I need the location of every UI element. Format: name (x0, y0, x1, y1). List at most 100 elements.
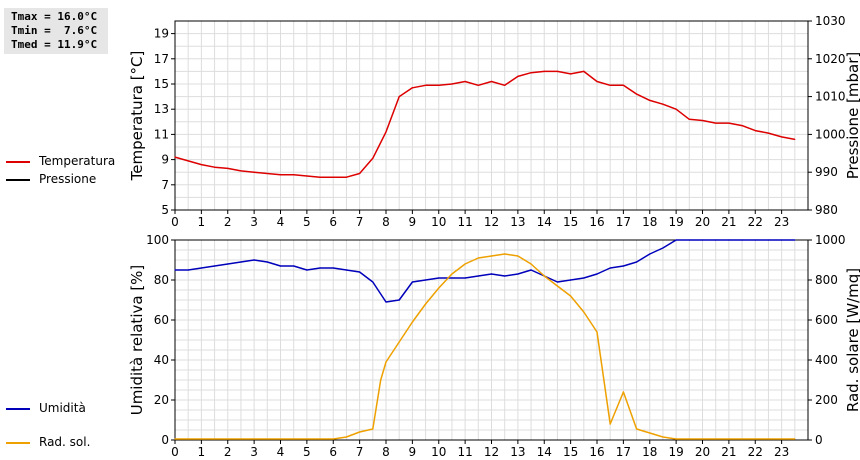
data-point (517, 75, 519, 78)
data-point (293, 174, 295, 176)
x-tick-label: 9 (409, 445, 417, 459)
x-tick-label: 15 (563, 215, 578, 229)
data-point (556, 281, 559, 283)
legend-swatch-temperatura (6, 161, 30, 163)
legend-swatch-umidita (6, 408, 30, 410)
data-point (359, 431, 361, 433)
data-point (451, 277, 453, 279)
data-point (464, 277, 466, 279)
data-point (662, 247, 664, 249)
y-axis-label: Temperatura [°C] (128, 51, 146, 182)
y-tick-label: 7 (161, 178, 169, 192)
x-tick-label: 11 (457, 445, 472, 459)
data-point (477, 84, 479, 86)
x-tick-label: 21 (721, 445, 736, 459)
data-point (570, 279, 572, 281)
y2-tick-label: 400 (815, 353, 838, 367)
y2-tick-label: 1000 (815, 233, 846, 247)
data-point (398, 299, 400, 301)
x-tick-label: 19 (668, 445, 683, 459)
x-tick-label: 5 (303, 215, 311, 229)
data-point (227, 438, 229, 440)
x-tick-label: 17 (616, 445, 631, 459)
data-point (306, 175, 308, 177)
data-point (596, 273, 598, 275)
y-tick-label: 100 (146, 233, 169, 247)
data-point (715, 239, 717, 241)
data-point (200, 438, 202, 440)
y2-tick-label: 1020 (815, 52, 846, 66)
x-tick-label: 23 (774, 215, 789, 229)
x-tick-label: 22 (748, 215, 763, 229)
data-point (332, 438, 334, 440)
y-tick-label: 60 (154, 313, 169, 327)
data-point (596, 80, 598, 83)
x-tick-label: 16 (589, 445, 604, 459)
data-point (385, 131, 387, 133)
data-point (741, 438, 743, 440)
data-point (622, 265, 624, 267)
data-point (345, 176, 348, 178)
x-tick-label: 12 (484, 215, 499, 229)
data-point (609, 423, 611, 425)
data-point (174, 156, 176, 158)
y-tick-label: 15 (154, 77, 169, 91)
data-point (279, 438, 282, 440)
x-tick-label: 1 (198, 445, 206, 459)
data-point (372, 157, 374, 159)
x-tick-label: 1 (198, 215, 206, 229)
data-point (174, 269, 176, 271)
data-point (781, 239, 783, 241)
data-point (424, 279, 427, 281)
y-axis-label: Umidità relativa [%] (128, 265, 146, 416)
y2-axis-label: Pressione [mbar] (844, 52, 860, 180)
data-point (570, 295, 572, 297)
data-point (200, 164, 202, 166)
data-point (424, 84, 427, 86)
data-point (649, 99, 651, 101)
data-point (583, 70, 585, 72)
legend-label-rad-sol: Rad. sol. (39, 435, 91, 449)
x-tick-label: 8 (382, 445, 390, 459)
data-point (728, 122, 730, 124)
data-point (451, 273, 453, 275)
x-tick-label: 3 (250, 445, 258, 459)
data-point (332, 176, 334, 178)
x-tick-label: 7 (356, 445, 364, 459)
data-point (767, 239, 770, 241)
data-point (701, 119, 704, 122)
legend-swatch-pressione (6, 179, 30, 181)
x-tick-label: 10 (431, 445, 446, 459)
data-point (767, 438, 770, 440)
data-point (715, 122, 717, 124)
data-point (556, 285, 559, 287)
x-tick-label: 5 (303, 445, 311, 459)
data-point (675, 239, 677, 241)
y-tick-label: 19 (154, 27, 169, 41)
y2-tick-label: 800 (815, 273, 838, 287)
y2-tick-label: 0 (815, 433, 823, 447)
data-point (741, 124, 743, 127)
data-point (213, 166, 216, 168)
data-point (213, 438, 216, 440)
data-point (306, 269, 308, 271)
y2-tick-label: 1030 (815, 14, 846, 28)
x-tick-label: 22 (748, 445, 763, 459)
x-tick-label: 18 (642, 445, 657, 459)
y-tick-label: 0 (161, 433, 169, 447)
y-tick-label: 5 (161, 203, 169, 217)
x-tick-label: 2 (224, 215, 232, 229)
y2-tick-label: 600 (815, 313, 838, 327)
data-point (187, 438, 189, 440)
data-point (279, 265, 282, 267)
data-point (530, 269, 532, 271)
data-point (345, 269, 348, 271)
data-point (380, 379, 382, 381)
data-point (345, 436, 348, 438)
data-point (635, 428, 638, 430)
data-point (556, 70, 559, 72)
tmax-text: Tmax = 16.0°C (11, 10, 98, 23)
data-point (530, 72, 532, 74)
data-point (794, 438, 796, 440)
data-point (583, 311, 585, 313)
